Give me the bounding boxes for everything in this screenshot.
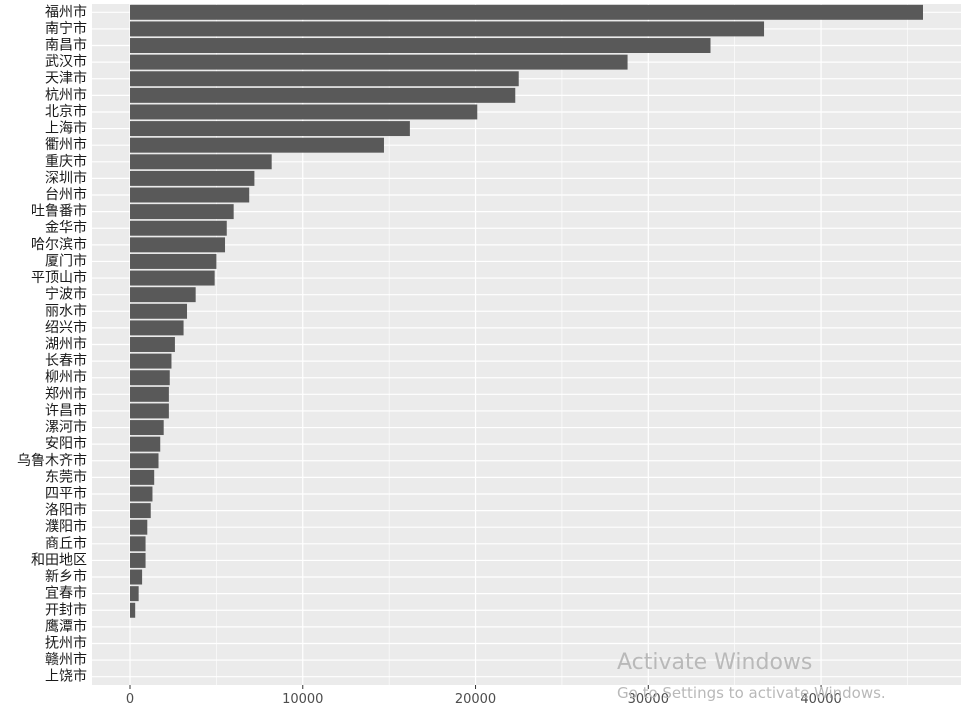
bar <box>130 552 146 568</box>
y-tick-label: 北京市 <box>45 103 87 120</box>
y-tick-label: 重庆市 <box>45 153 87 170</box>
bar <box>130 137 384 153</box>
bar <box>130 569 143 585</box>
bar <box>130 71 519 87</box>
x-axis-labels: 0 10000 20000 30000 40000 <box>126 685 842 707</box>
bar <box>130 187 250 203</box>
y-tick-label: 柳州市 <box>45 369 87 386</box>
bars <box>130 4 923 618</box>
x-tick-label: 20000 <box>455 692 496 707</box>
y-tick-label: 杭州市 <box>45 86 87 103</box>
bar <box>130 204 234 220</box>
y-tick-label: 洛阳市 <box>45 502 87 519</box>
y-tick-label: 赣州市 <box>45 651 87 668</box>
y-tick-label: 福州市 <box>45 3 87 20</box>
y-tick-label: 鹰潭市 <box>45 618 87 635</box>
y-tick-label: 南昌市 <box>45 37 87 54</box>
y-tick-label: 天津市 <box>45 70 87 87</box>
x-tick-label: 0 <box>126 692 134 707</box>
y-tick-label: 绍兴市 <box>45 319 87 336</box>
y-tick-label: 厦门市 <box>45 252 87 269</box>
y-tick-label: 金华市 <box>45 219 87 236</box>
bar <box>130 270 215 286</box>
y-axis-labels: 福州市南宁市南昌市武汉市天津市杭州市北京市上海市衢州市重庆市深圳市台州市吐鲁番市… <box>17 3 87 684</box>
bar <box>130 486 153 502</box>
bar <box>130 469 155 485</box>
y-tick-label: 吐鲁番市 <box>31 203 87 220</box>
bar <box>130 121 410 137</box>
bar <box>130 287 196 303</box>
y-tick-label: 和田地区 <box>31 552 87 568</box>
bar <box>130 503 151 519</box>
y-tick-label: 武汉市 <box>45 53 87 70</box>
x-tick-label: 30000 <box>628 692 669 707</box>
y-tick-label: 平顶山市 <box>31 269 87 286</box>
bar <box>130 386 169 402</box>
bar <box>130 38 711 53</box>
y-tick-label: 衢州市 <box>45 136 87 153</box>
bar <box>130 4 923 20</box>
y-tick-label: 宜春市 <box>45 585 87 602</box>
y-tick-label: 濮阳市 <box>45 518 87 535</box>
y-tick-label: 抚州市 <box>45 634 87 651</box>
y-tick-label: 丽水市 <box>45 302 87 319</box>
y-tick-label: 宁波市 <box>45 286 87 303</box>
y-tick-label: 漯河市 <box>45 419 87 436</box>
y-tick-label: 长春市 <box>45 352 87 369</box>
y-tick-label: 新乡市 <box>45 568 87 585</box>
y-tick-label: 四平市 <box>45 485 87 502</box>
bar <box>130 21 765 37</box>
bar <box>130 154 272 170</box>
y-tick-label: 台州市 <box>45 186 87 203</box>
bar <box>130 320 184 336</box>
bar <box>130 220 227 236</box>
bar <box>130 54 628 70</box>
y-tick-label: 乌鲁木齐市 <box>17 452 87 469</box>
y-tick-label: 哈尔滨市 <box>31 236 87 253</box>
y-tick-label: 商丘市 <box>45 535 87 552</box>
bar <box>130 436 161 452</box>
bar <box>130 104 478 120</box>
bar <box>130 519 148 535</box>
y-tick-label: 郑州市 <box>45 385 87 402</box>
bar <box>130 303 188 319</box>
bar <box>130 420 164 436</box>
bar <box>130 453 159 469</box>
y-tick-label: 安阳市 <box>45 435 87 452</box>
y-tick-label: 上海市 <box>45 120 87 137</box>
y-tick-label: 湖州市 <box>45 336 87 353</box>
bar <box>130 536 146 552</box>
bar <box>130 353 172 369</box>
y-tick-label: 许昌市 <box>45 402 87 419</box>
bar <box>130 403 169 419</box>
bar <box>130 87 516 103</box>
y-tick-label: 深圳市 <box>45 169 87 186</box>
y-tick-label: 东莞市 <box>45 468 87 485</box>
bar <box>130 237 226 253</box>
y-tick-label: 南宁市 <box>45 20 87 37</box>
x-tick-label: 10000 <box>282 692 323 707</box>
bar <box>130 337 175 352</box>
y-tick-label: 开封市 <box>45 601 87 618</box>
bar <box>130 253 217 269</box>
y-tick-label: 上饶市 <box>45 668 87 685</box>
bar <box>130 586 139 602</box>
x-tick-label: 40000 <box>800 692 841 707</box>
bar <box>130 602 136 618</box>
bar <box>130 370 170 386</box>
bar <box>130 170 255 186</box>
